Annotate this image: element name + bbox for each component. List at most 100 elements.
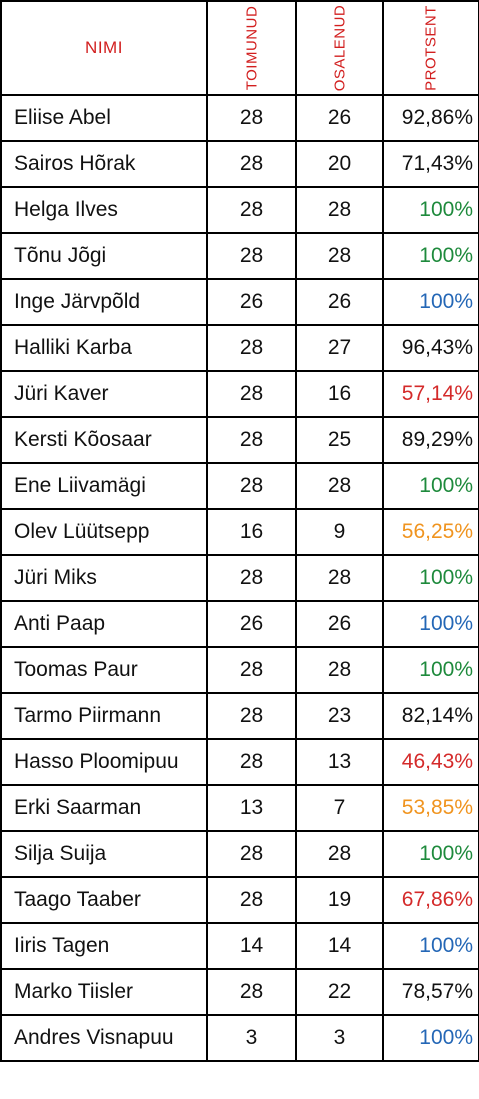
name-cell: Inge Järvpõld <box>0 278 208 326</box>
held-cell: 26 <box>206 278 297 326</box>
name-cell: Jüri Kaver <box>0 370 208 418</box>
table-row: Taago Taaber 28 19 67,86% <box>0 876 479 924</box>
attended-cell: 20 <box>295 140 384 188</box>
percent-cell: 46,43% <box>382 738 479 786</box>
percent-cell: 57,14% <box>382 370 479 418</box>
table-row: Andres Visnapuu 3 3 100% <box>0 1014 479 1062</box>
name-cell: Marko Tiisler <box>0 968 208 1016</box>
table-row: Hasso Ploomipuu 28 13 46,43% <box>0 738 479 786</box>
attended-cell: 16 <box>295 370 384 418</box>
percent-cell: 56,25% <box>382 508 479 556</box>
table-header: NIMI TOIMUNUD OSALENUD PROTSENT <box>0 0 479 96</box>
attended-cell: 28 <box>295 554 384 602</box>
held-cell: 28 <box>206 370 297 418</box>
attended-cell: 26 <box>295 278 384 326</box>
percent-cell: 100% <box>382 830 479 878</box>
table-row: Erki Saarman 13 7 53,85% <box>0 784 479 832</box>
percent-cell: 82,14% <box>382 692 479 740</box>
held-cell: 28 <box>206 968 297 1016</box>
held-cell: 28 <box>206 646 297 694</box>
name-cell: Taago Taaber <box>0 876 208 924</box>
attended-cell: 28 <box>295 462 384 510</box>
name-cell: Helga Ilves <box>0 186 208 234</box>
attended-cell: 19 <box>295 876 384 924</box>
held-cell: 28 <box>206 186 297 234</box>
attended-cell: 14 <box>295 922 384 970</box>
attended-cell: 28 <box>295 232 384 280</box>
attended-cell: 9 <box>295 508 384 556</box>
table-row: Olev Lüütsepp 16 9 56,25% <box>0 508 479 556</box>
name-cell: Eliise Abel <box>0 94 208 142</box>
percent-cell: 53,85% <box>382 784 479 832</box>
table-row: Silja Suija 28 28 100% <box>0 830 479 878</box>
table-row: Tõnu Jõgi 28 28 100% <box>0 232 479 280</box>
table-row: Sairos Hõrak 28 20 71,43% <box>0 140 479 188</box>
name-cell: Sairos Hõrak <box>0 140 208 188</box>
name-cell: Silja Suija <box>0 830 208 878</box>
name-cell: Jüri Miks <box>0 554 208 602</box>
name-cell: Erki Saarman <box>0 784 208 832</box>
table-row: Ene Liivamägi 28 28 100% <box>0 462 479 510</box>
held-cell: 28 <box>206 830 297 878</box>
held-cell: 28 <box>206 554 297 602</box>
held-cell: 14 <box>206 922 297 970</box>
column-header-percent: PROTSENT <box>382 0 479 96</box>
attended-cell: 25 <box>295 416 384 464</box>
table-row: Inge Järvpõld 26 26 100% <box>0 278 479 326</box>
attended-cell: 28 <box>295 646 384 694</box>
held-cell: 28 <box>206 94 297 142</box>
column-header-held: TOIMUNUD <box>206 0 297 96</box>
attendance-table: NIMI TOIMUNUD OSALENUD PROTSENT Eliise A… <box>0 0 479 1062</box>
name-cell: Tõnu Jõgi <box>0 232 208 280</box>
percent-cell: 100% <box>382 462 479 510</box>
held-cell: 28 <box>206 876 297 924</box>
percent-cell: 89,29% <box>382 416 479 464</box>
held-cell: 16 <box>206 508 297 556</box>
percent-cell: 100% <box>382 278 479 326</box>
column-header-attended-label: OSALENUD <box>331 4 348 92</box>
held-cell: 28 <box>206 140 297 188</box>
column-header-attended: OSALENUD <box>295 0 384 96</box>
held-cell: 28 <box>206 416 297 464</box>
held-cell: 13 <box>206 784 297 832</box>
name-cell: Anti Paap <box>0 600 208 648</box>
name-cell: Olev Lüütsepp <box>0 508 208 556</box>
name-cell: Ene Liivamägi <box>0 462 208 510</box>
table-row: Kersti Kõosaar 28 25 89,29% <box>0 416 479 464</box>
column-header-held-label: TOIMUNUD <box>243 5 260 91</box>
percent-cell: 100% <box>382 1014 479 1062</box>
attended-cell: 3 <box>295 1014 384 1062</box>
percent-cell: 100% <box>382 922 479 970</box>
held-cell: 28 <box>206 738 297 786</box>
percent-cell: 100% <box>382 232 479 280</box>
table-row: Helga Ilves 28 28 100% <box>0 186 479 234</box>
percent-cell: 100% <box>382 186 479 234</box>
attended-cell: 13 <box>295 738 384 786</box>
percent-cell: 71,43% <box>382 140 479 188</box>
table-row: Halliki Karba 28 27 96,43% <box>0 324 479 372</box>
name-cell: Toomas Paur <box>0 646 208 694</box>
name-cell: Kersti Kõosaar <box>0 416 208 464</box>
table-row: Eliise Abel 28 26 92,86% <box>0 94 479 142</box>
percent-cell: 92,86% <box>382 94 479 142</box>
table-row: Jüri Kaver 28 16 57,14% <box>0 370 479 418</box>
held-cell: 28 <box>206 692 297 740</box>
header-row: NIMI TOIMUNUD OSALENUD PROTSENT <box>0 0 479 96</box>
attended-cell: 28 <box>295 186 384 234</box>
name-cell: Halliki Karba <box>0 324 208 372</box>
column-header-percent-label: PROTSENT <box>422 5 440 91</box>
name-cell: Andres Visnapuu <box>0 1014 208 1062</box>
attended-cell: 26 <box>295 600 384 648</box>
column-header-name: NIMI <box>0 0 208 96</box>
held-cell: 28 <box>206 462 297 510</box>
table-row: Toomas Paur 28 28 100% <box>0 646 479 694</box>
attended-cell: 26 <box>295 94 384 142</box>
attended-cell: 22 <box>295 968 384 1016</box>
name-cell: Tarmo Piirmann <box>0 692 208 740</box>
attended-cell: 27 <box>295 324 384 372</box>
percent-cell: 78,57% <box>382 968 479 1016</box>
percent-cell: 100% <box>382 554 479 602</box>
percent-cell: 67,86% <box>382 876 479 924</box>
name-cell: Iiris Tagen <box>0 922 208 970</box>
attended-cell: 28 <box>295 830 384 878</box>
